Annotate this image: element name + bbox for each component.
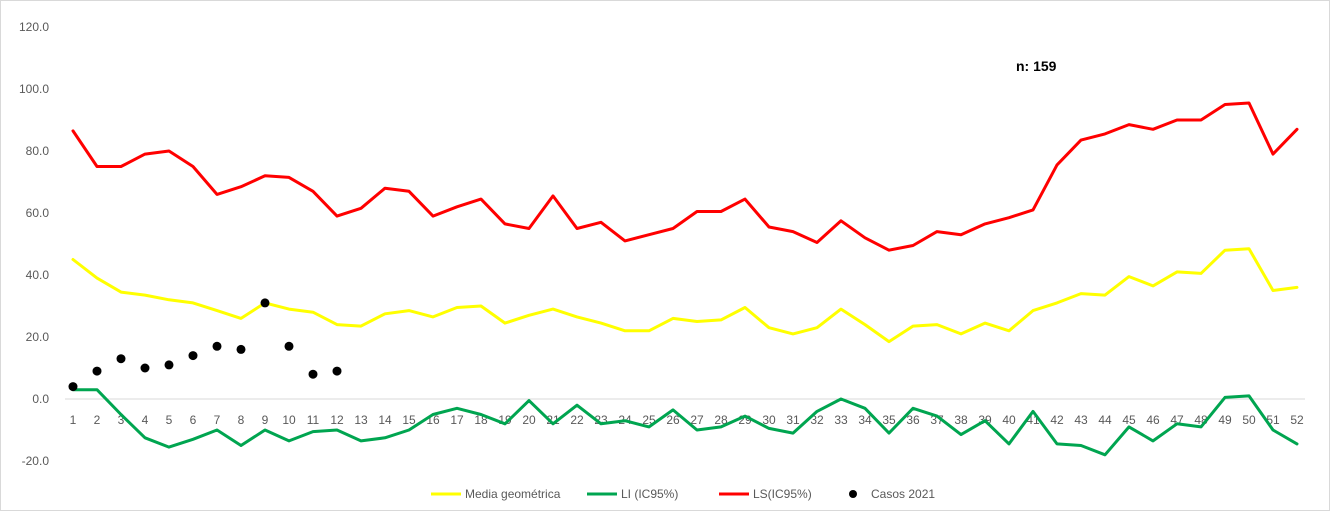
scatter-point <box>92 366 102 376</box>
x-tick-label: 34 <box>858 413 872 427</box>
scatter-point <box>308 369 318 379</box>
x-tick-label: 44 <box>1098 413 1112 427</box>
legend-point-marker <box>849 490 857 498</box>
x-tick-label: 10 <box>282 413 296 427</box>
scatter-point <box>188 351 198 361</box>
x-tick-label: 3 <box>118 413 125 427</box>
scatter-point <box>260 298 270 308</box>
x-tick-label: 13 <box>354 413 368 427</box>
x-tick-label: 46 <box>1146 413 1160 427</box>
x-tick-label: 42 <box>1050 413 1064 427</box>
x-tick-label: 26 <box>666 413 680 427</box>
x-tick-label: 20 <box>522 413 536 427</box>
y-tick-label: 60.0 <box>26 206 50 220</box>
y-tick-label: 40.0 <box>26 268 50 282</box>
scatter-point <box>236 344 246 354</box>
x-tick-label: 27 <box>690 413 704 427</box>
x-tick-label: 1 <box>70 413 77 427</box>
y-tick-label: 20.0 <box>26 330 50 344</box>
legend-label: Casos 2021 <box>871 487 935 501</box>
legend: Media geométrica LI (IC95%) LS(IC95%) Casos… <box>431 487 935 501</box>
x-tick-label: 49 <box>1218 413 1232 427</box>
legend-label: LS(IC95%) <box>753 487 812 501</box>
scatter-points <box>68 298 342 392</box>
x-tick-label: 17 <box>450 413 464 427</box>
x-tick-label: 40 <box>1002 413 1016 427</box>
x-tick-label: 12 <box>330 413 344 427</box>
x-tick-label: 50 <box>1242 413 1256 427</box>
x-tick-label: 14 <box>378 413 392 427</box>
y-tick-label: -20.0 <box>22 454 50 468</box>
x-tick-label: 28 <box>714 413 728 427</box>
x-tick-label: 6 <box>190 413 197 427</box>
x-tick-label: 35 <box>882 413 896 427</box>
x-tick-label: 5 <box>166 413 173 427</box>
scatter-point <box>332 366 342 376</box>
x-tick-label: 9 <box>262 413 269 427</box>
y-tick-label: 80.0 <box>26 144 50 158</box>
x-tick-label: 4 <box>142 413 149 427</box>
legend-label: Media geométrica <box>465 487 561 501</box>
scatter-point <box>164 360 174 370</box>
scatter-point <box>140 363 150 373</box>
y-tick-label: 0.0 <box>32 392 49 406</box>
x-tick-label: 33 <box>834 413 848 427</box>
series-line-1 <box>71 388 1299 457</box>
x-tick-label: 32 <box>810 413 824 427</box>
x-tick-label: 2 <box>94 413 101 427</box>
scatter-point <box>284 341 294 351</box>
x-tick-label: 11 <box>307 413 320 427</box>
x-tick-label: 15 <box>402 413 416 427</box>
legend-label: LI (IC95%) <box>621 487 678 501</box>
x-tick-label: 43 <box>1074 413 1088 427</box>
scatter-point <box>68 382 78 392</box>
x-tick-label: 8 <box>238 413 245 427</box>
x-axis-labels: 1 2 3 4 5 6 7 8 9 10 11 12 13 14 15 16 17 18 19 20 21 22 23 24 2… <box>70 413 1304 427</box>
x-tick-label: 31 <box>786 413 800 427</box>
x-tick-label: 38 <box>954 413 968 427</box>
x-tick-label: 36 <box>906 413 920 427</box>
y-axis-labels: -20.0 0.0 20.0 40.0 60.0 80.0 100.0 120.0 <box>19 20 49 468</box>
series-line-0 <box>71 247 1299 344</box>
x-tick-label: 22 <box>570 413 584 427</box>
x-tick-label: 45 <box>1122 413 1136 427</box>
sample-size-annotation: n: 159 <box>1016 58 1057 74</box>
series-line-2 <box>71 101 1299 252</box>
x-tick-label: 21 <box>546 413 560 427</box>
x-tick-label: 7 <box>214 413 221 427</box>
y-tick-label: 100.0 <box>19 82 49 96</box>
scatter-point <box>116 354 126 364</box>
x-tick-label: 30 <box>762 413 776 427</box>
series-lines <box>71 101 1299 457</box>
scatter-point <box>212 341 222 351</box>
y-tick-label: 120.0 <box>19 20 49 34</box>
x-tick-label: 52 <box>1290 413 1304 427</box>
